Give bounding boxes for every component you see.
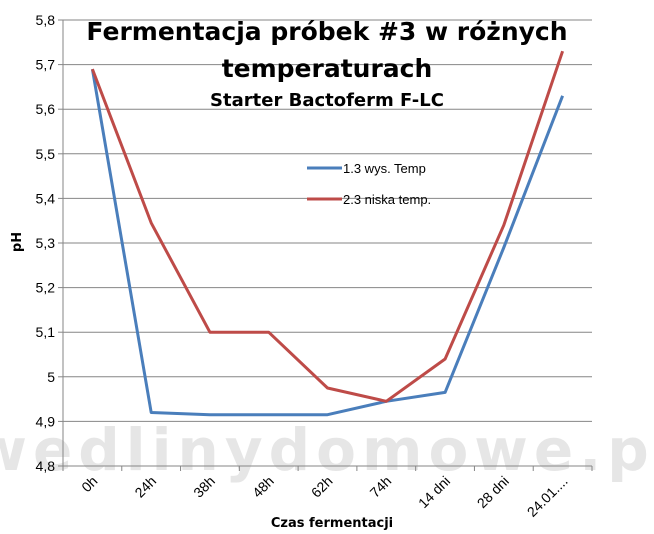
y-tick-label: 5,3: [36, 235, 56, 251]
y-tick-label: 5,7: [36, 57, 56, 73]
y-axis-title: pH: [10, 232, 25, 252]
legend: 1.3 wys. Temp 2.3 niska temp.: [307, 161, 431, 207]
legend-label: 1.3 wys. Temp: [343, 161, 426, 176]
axes: [62, 20, 593, 471]
y-tick-label: 5: [47, 369, 55, 385]
series-line-2: [90, 50, 565, 403]
y-tick-label: 4,8: [36, 458, 56, 474]
chart-title-line-2: temperaturach: [222, 54, 433, 83]
series-line-1: [90, 68, 564, 417]
chart-subtitle: Starter Bactoferm F-LC: [210, 90, 444, 111]
y-tick-label: 5,5: [36, 146, 56, 162]
y-tick-labels: 4,8 4,9 5 5,1 5,2 5,3 5,4 5,5 5,6 5,7 5,8: [36, 12, 56, 474]
y-tick-label: 5,2: [36, 280, 56, 296]
chart-title-line-1: Fermentacja próbek #3 w różnych: [86, 17, 567, 46]
y-tick-label: 5,8: [36, 12, 56, 28]
y-tick-label: 4,9: [36, 413, 56, 429]
series-group: [90, 50, 565, 417]
y-tick-label: 5,4: [36, 190, 56, 206]
x-axis-title: Czas fermentacji: [271, 516, 393, 531]
watermark: wedlinydomowe.pl: [0, 416, 654, 484]
y-tick-label: 5,1: [36, 324, 56, 340]
x-tick-labels: 0h 24h 38h 48h 62h 74h 14 dni 28 dni 24.01....: [78, 473, 571, 520]
y-tick-label: 5,6: [36, 101, 56, 117]
gridlines: [58, 19, 592, 467]
legend-label: 2.3 niska temp.: [343, 192, 431, 207]
